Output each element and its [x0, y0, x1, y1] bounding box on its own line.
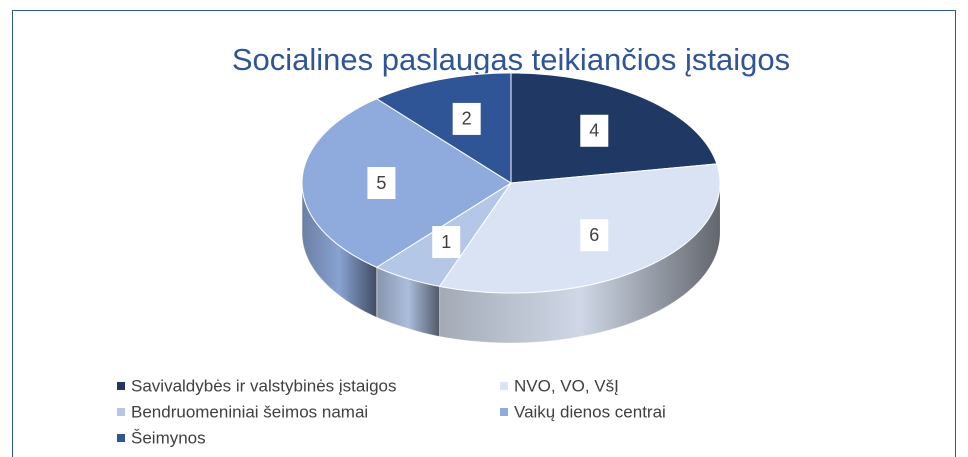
- slice: [301, 98, 512, 268]
- chart-title: Socialines paslaugas teikiančios įstaigo…: [232, 42, 790, 77]
- legend-label: NVO, VO, VšĮ: [514, 376, 619, 395]
- legend-swatch: [117, 408, 125, 416]
- slice: [510, 72, 718, 184]
- legend-swatch: [500, 382, 508, 390]
- legend-label: Bendruomeniniai šeimos namai: [131, 402, 368, 421]
- slice: [375, 72, 512, 184]
- legend-swatch: [117, 434, 125, 442]
- data-label: 2: [462, 109, 472, 129]
- data-label-box: [452, 102, 481, 135]
- data-label-box: [432, 226, 461, 259]
- slice-side-shade: [439, 183, 720, 343]
- legend-label: Savivaldybės ir valstybinės įstaigos: [131, 376, 397, 395]
- legend-swatch: [117, 382, 125, 390]
- slice-side-shade: [302, 183, 377, 318]
- data-label-box: [580, 114, 609, 147]
- slice: [438, 163, 721, 294]
- data-label: 1: [441, 232, 451, 252]
- data-label: 4: [589, 121, 599, 141]
- legend-label: Vaikų dienos centrai: [514, 402, 666, 421]
- data-label: 5: [376, 173, 386, 193]
- legend-swatch: [500, 408, 508, 416]
- legend-label: Šeimynos: [131, 428, 206, 447]
- data-label-box: [580, 219, 609, 252]
- data-label: 6: [589, 225, 599, 245]
- data-label-box: [367, 167, 396, 199]
- slice-side-shade: [376, 267, 440, 337]
